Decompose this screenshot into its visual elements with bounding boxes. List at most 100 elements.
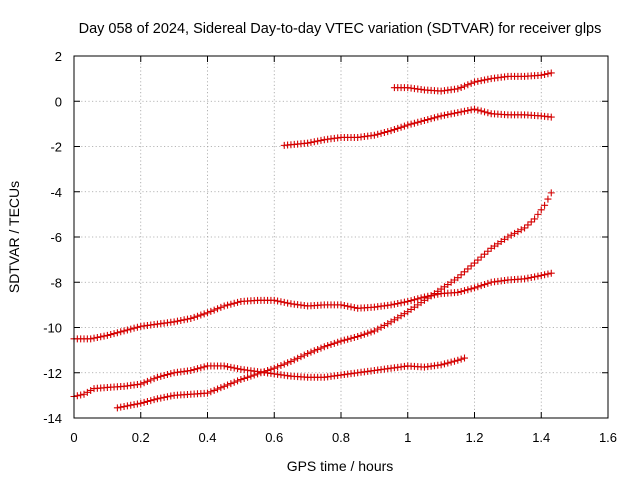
- data-point: [414, 295, 422, 303]
- data-point: [347, 334, 355, 342]
- data-point: [467, 285, 475, 293]
- data-point: [357, 331, 365, 339]
- data-point: [117, 403, 125, 411]
- data-point: [167, 370, 175, 378]
- data-point: [337, 301, 345, 309]
- data-point: [474, 106, 482, 114]
- data-point: [484, 109, 492, 117]
- data-point: [113, 329, 121, 337]
- x-tick-label: 1.2: [465, 430, 483, 445]
- data-point: [284, 299, 292, 307]
- data-point: [344, 335, 352, 343]
- data-point: [324, 342, 332, 350]
- data-point: [507, 231, 515, 239]
- data-point: [524, 221, 532, 229]
- data-point: [521, 224, 529, 232]
- data-point: [521, 275, 529, 283]
- series-sat-c: [70, 269, 555, 343]
- data-point: [204, 389, 211, 397]
- data-point: [187, 314, 195, 322]
- data-point: [107, 331, 115, 339]
- chart-title: Day 058 of 2024, Sidereal Day-to-day VTE…: [79, 21, 602, 37]
- data-point: [274, 297, 282, 305]
- data-point: [410, 296, 418, 304]
- data-point: [80, 390, 88, 398]
- data-point: [397, 299, 405, 307]
- data-point: [404, 121, 412, 129]
- data-point: [547, 69, 555, 77]
- data-point: [217, 303, 225, 311]
- data-point: [457, 108, 465, 116]
- x-tick-label: 1: [404, 430, 411, 445]
- data-point: [400, 298, 408, 306]
- data-point: [220, 382, 228, 390]
- y-tick-label: 0: [55, 94, 62, 109]
- data-point: [527, 218, 535, 226]
- data-point: [430, 114, 438, 122]
- data-point: [547, 269, 555, 277]
- data-point: [237, 376, 245, 384]
- data-point: [224, 301, 232, 309]
- data-point: [200, 363, 208, 371]
- data-point: [210, 306, 218, 314]
- data-point: [147, 397, 155, 405]
- data-point: [481, 108, 489, 116]
- y-tick-labels: 2 0 -2 -4 -6 -8 -10 -12 -14: [43, 49, 62, 426]
- data-point: [217, 384, 225, 392]
- x-tick-label: 0.2: [132, 430, 150, 445]
- data-point: [200, 310, 208, 318]
- data-point: [204, 309, 211, 317]
- data-point: [387, 301, 395, 309]
- data-point: [460, 287, 468, 295]
- data-point: [547, 113, 555, 121]
- data-point: [314, 137, 322, 145]
- data-point: [277, 298, 285, 306]
- data-point: [337, 337, 345, 345]
- data-point: [471, 78, 478, 86]
- data-point: [394, 300, 402, 308]
- x-axis-label: GPS time / hours: [287, 458, 394, 474]
- data-point: [93, 333, 101, 341]
- data-point: [163, 371, 171, 379]
- y-tick-label: -6: [50, 230, 62, 245]
- data-point: [477, 253, 485, 261]
- data-point: [467, 79, 475, 87]
- data-point: [167, 392, 175, 400]
- data-point: [481, 250, 489, 258]
- data-point: [270, 364, 278, 372]
- data-point: [240, 374, 248, 382]
- data-point: [370, 131, 378, 139]
- data-point: [190, 313, 198, 321]
- data-point: [544, 270, 552, 278]
- data-point: [133, 323, 141, 331]
- data-point: [464, 265, 472, 273]
- data-point: [300, 351, 308, 359]
- data-point: [537, 206, 545, 214]
- data-point: [250, 371, 258, 379]
- data-point: [127, 325, 135, 333]
- y-tick-label: -14: [43, 411, 62, 426]
- data-point: [307, 138, 315, 146]
- data-point: [484, 75, 492, 83]
- y-tick-label: 2: [55, 49, 62, 64]
- data-point: [437, 112, 445, 120]
- y-tick-label: -8: [50, 275, 62, 290]
- x-tick-label: 1.6: [599, 430, 617, 445]
- data-point: [404, 297, 412, 305]
- data-point: [547, 189, 555, 197]
- data-point: [103, 331, 111, 339]
- data-point: [190, 366, 198, 374]
- data-point: [370, 327, 378, 335]
- data-point: [460, 107, 468, 115]
- data-point: [224, 363, 232, 371]
- series-sat-a: [390, 69, 555, 95]
- data-point: [207, 388, 215, 396]
- data-point: [77, 391, 85, 399]
- x-tick-label: 0.8: [332, 430, 350, 445]
- data-point: [207, 307, 215, 315]
- data-point: [384, 320, 392, 328]
- y-axis-label: SDTVAR / TECUs: [6, 181, 22, 293]
- series-sat-b: [280, 105, 555, 149]
- data-point: [457, 83, 465, 91]
- data-point: [264, 366, 272, 374]
